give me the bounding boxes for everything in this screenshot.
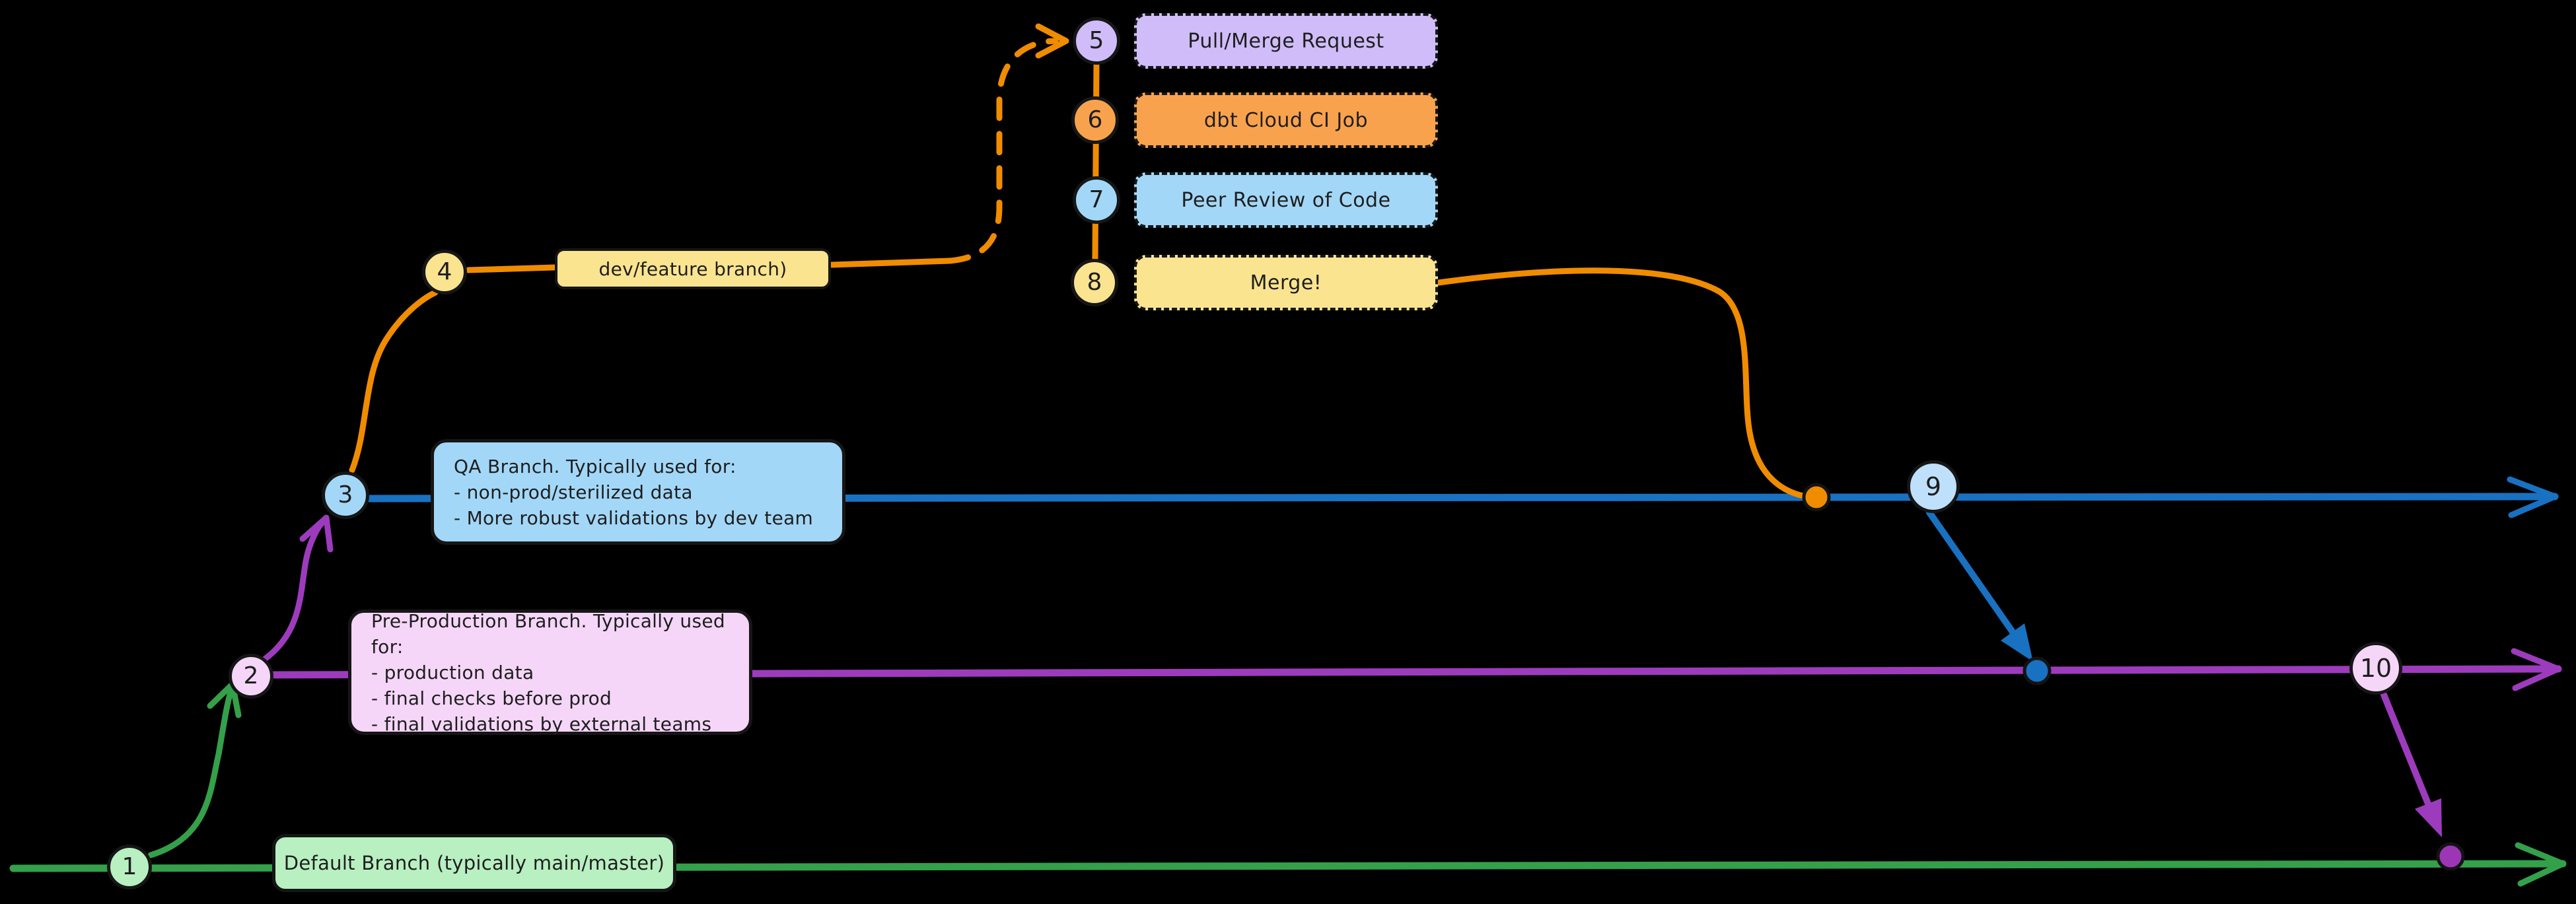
connector-4-to-feature-box (465, 264, 557, 273)
arrow-9-to-preprod-arrowhead (2001, 623, 2033, 662)
merge-dot-orange-on-qa (1802, 483, 1831, 512)
commit-node-10-number: 10 (2359, 654, 2392, 683)
step-box-merge-label: Merge! (1250, 271, 1322, 295)
step-box-dbt-cloud-ci-job[interactable]: dbt Cloud CI Job (1134, 92, 1438, 148)
commit-node-8-number: 8 (1087, 269, 1102, 296)
connector-dashed-to-5-arrowhead (1035, 23, 1069, 59)
commit-node-2-number: 2 (243, 662, 259, 689)
commit-node-7[interactable]: 7 (1073, 176, 1120, 224)
commit-node-8[interactable]: 8 (1071, 259, 1118, 306)
step-box-peer-review[interactable]: Peer Review of Code (1134, 172, 1438, 228)
commit-node-1[interactable]: 1 (107, 845, 152, 889)
qa-branch-label-line2: - non-prod/sterilized data (454, 481, 693, 503)
connector-dashed-to-5 (947, 38, 1059, 264)
commit-node-3-number: 3 (338, 481, 353, 508)
qa-branch-label-line3: - More robust validations by dev team (454, 506, 814, 529)
connector-5-to-8-spine (1092, 61, 1100, 263)
arrow-10-to-default-arrowhead (2415, 798, 2442, 837)
commit-node-9-number: 9 (1925, 472, 1942, 501)
qa-branch-arrowhead (2507, 476, 2558, 518)
merge-dot-blue-on-preprod (2022, 656, 2052, 685)
commit-node-6-number: 6 (1087, 106, 1103, 133)
commit-node-10[interactable]: 10 (2349, 642, 2402, 695)
preprod-branch-label-line2: - production data (371, 661, 534, 683)
default-branch-label: Default Branch (typically main/master) (283, 852, 665, 874)
preprod-branch-label-line1: Pre-Production Branch. Typically used fo… (371, 609, 725, 658)
commit-node-9[interactable]: 9 (1907, 460, 1960, 513)
step-box-peer-review-label: Peer Review of Code (1181, 188, 1391, 212)
commit-node-2[interactable]: 2 (229, 654, 273, 699)
step-box-dbt-cloud-ci-job-label: dbt Cloud CI Job (1203, 108, 1369, 132)
commit-node-1-number: 1 (122, 853, 137, 880)
step-box-merge[interactable]: Merge! (1134, 255, 1438, 310)
connector-merge-to-qa-line (1435, 267, 1814, 501)
commit-node-4-number: 4 (437, 258, 452, 285)
branch-curve-1-to-2 (147, 682, 236, 858)
preprod-branch-label-line4: - final validations by external teams (371, 713, 712, 735)
preprod-branch-arrowhead (2511, 648, 2561, 691)
default-branch-box[interactable]: Default Branch (typically main/master) (272, 834, 676, 892)
step-box-pull-merge-request[interactable]: Pull/Merge Request (1134, 13, 1438, 69)
qa-branch-box[interactable]: QA Branch. Typically used for: - non-pro… (431, 439, 845, 545)
step-box-pull-merge-request-label: Pull/Merge Request (1188, 29, 1384, 53)
branch-curve-2-to-3-arrowhead (299, 514, 334, 553)
merge-dot-purple-on-default (2436, 842, 2465, 871)
commit-node-5[interactable]: 5 (1073, 17, 1120, 65)
branch-curve-2-to-3 (262, 516, 329, 662)
feature-branch-box[interactable]: dev/feature branch) (555, 248, 831, 289)
arrow-10-to-default (2380, 691, 2431, 807)
connector-feature-box-out (828, 258, 953, 268)
feature-branch-label: dev/feature branch) (598, 258, 787, 280)
qa-branch-label-line1: QA Branch. Typically used for: (454, 455, 736, 477)
default-branch-arrowhead (2515, 842, 2566, 887)
commit-node-6[interactable]: 6 (1071, 96, 1119, 144)
commit-node-3[interactable]: 3 (322, 471, 369, 519)
arrow-9-to-preprod (1926, 509, 2016, 635)
commit-node-5-number: 5 (1089, 27, 1104, 54)
commit-node-4[interactable]: 4 (422, 250, 467, 295)
commit-node-7-number: 7 (1089, 186, 1104, 213)
branch-curve-3-to-4 (349, 289, 439, 473)
preprod-branch-label-line3: - final checks before prod (371, 687, 612, 709)
preprod-branch-box[interactable]: Pre-Production Branch. Typically used fo… (348, 609, 752, 735)
